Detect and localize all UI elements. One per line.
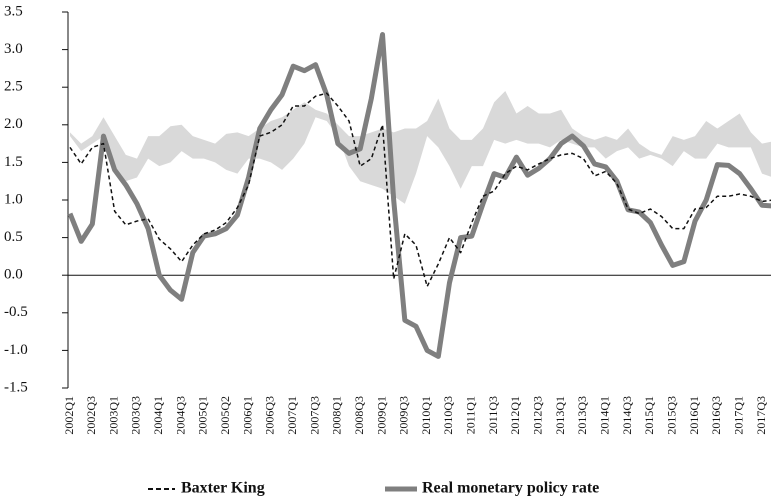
x-tick-label: 2017Q1 [731, 396, 745, 435]
y-tick-label: 1.0 [4, 191, 23, 207]
x-tick-label: 2010Q1 [419, 396, 433, 435]
band-area [70, 90, 771, 204]
x-tick-label: 2015Q1 [642, 396, 656, 435]
series-line [69, 92, 771, 288]
y-tick-label: 0.5 [4, 229, 23, 245]
y-tick-label: -1.0 [4, 342, 28, 358]
x-tick-label: 2005Q1 [196, 396, 210, 435]
x-tick-label: 2015Q3 [664, 396, 678, 435]
x-tick-label: 2012Q3 [531, 396, 545, 435]
y-tick-label: 3.0 [4, 41, 23, 57]
x-tick-label: 2016Q3 [709, 396, 723, 435]
x-tick-label: 2009Q1 [374, 396, 388, 435]
x-tick-label: 2003Q3 [129, 396, 143, 435]
y-tick-label: 2.0 [4, 116, 23, 132]
x-tick-label: 2004Q3 [173, 396, 187, 435]
x-tick-label: 2006Q1 [240, 396, 254, 435]
x-tick-label: 2011Q1 [464, 396, 478, 434]
y-tick-label: 1.5 [4, 154, 23, 170]
x-tick-label: 2007Q1 [285, 396, 299, 435]
y-tick-label: 3.5 [4, 3, 23, 19]
x-tick-label: 2002Q1 [62, 396, 76, 435]
y-tick-label: -0.5 [4, 304, 28, 320]
x-tick-label: 2011Q3 [486, 396, 500, 434]
series-line [67, 32, 771, 359]
y-tick-label: -1.5 [4, 379, 28, 395]
x-tick-label: 2014Q1 [597, 396, 611, 435]
legend-label: Baxter King [181, 480, 265, 497]
x-tick-label: 2006Q3 [263, 396, 277, 435]
y-tick-label: 2.5 [4, 79, 23, 95]
legend-label: Real monetary policy rate [422, 480, 599, 497]
x-tick-label: 2013Q3 [575, 396, 589, 435]
x-tick-label: 2002Q3 [84, 396, 98, 435]
x-tick-label: 2005Q2 [218, 396, 232, 435]
x-tick-label: 2008Q1 [330, 396, 344, 435]
y-tick-label: 0.0 [4, 267, 23, 283]
x-tick-label: 2012Q1 [508, 396, 522, 435]
x-tick-label: 2017Q3 [754, 396, 768, 435]
x-tick-label: 2003Q1 [106, 396, 120, 435]
x-tick-label: 2009Q3 [397, 396, 411, 435]
x-tick-label: 2004Q1 [151, 396, 165, 435]
x-tick-label: 2014Q3 [620, 396, 634, 435]
x-tick-label: 2008Q3 [352, 396, 366, 435]
x-tick-label: 2013Q1 [553, 396, 567, 435]
x-tick-label: 2007Q3 [307, 396, 321, 435]
x-tick-label: 2016Q1 [687, 396, 701, 435]
x-tick-label: 2010Q3 [441, 396, 455, 435]
